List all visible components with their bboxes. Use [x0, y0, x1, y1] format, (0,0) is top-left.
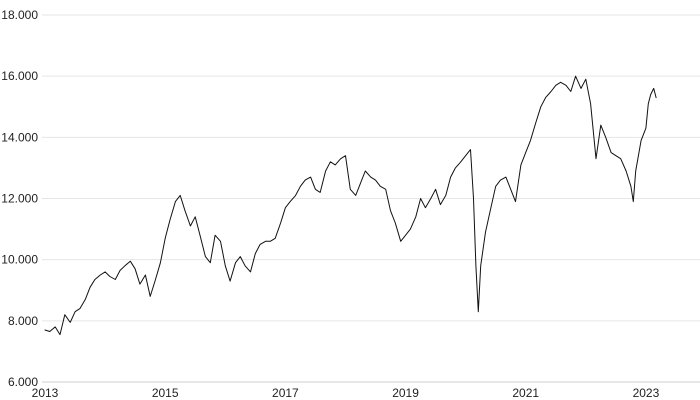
grid-lines	[42, 14, 700, 383]
y-tick-label: 8.000	[8, 314, 38, 328]
x-axis-tick-labels: 2013 2015 2017 2019 2021 2023	[32, 386, 660, 400]
y-tick-label: 18.000	[1, 8, 38, 22]
y-tick-label: 10.000	[1, 253, 38, 267]
series-line	[44, 75, 657, 336]
x-tick-label: 2013	[32, 386, 59, 400]
y-axis-tick-labels: 6.000 8.000 10.000 12.000 14.000 16.000 18.000	[1, 8, 38, 389]
x-tick-label: 2019	[392, 386, 419, 400]
x-tick-label: 2023	[633, 386, 660, 400]
y-tick-label: 12.000	[1, 192, 38, 206]
y-tick-label: 16.000	[1, 69, 38, 83]
y-tick-label: 14.000	[1, 130, 38, 144]
series-layer	[44, 75, 657, 336]
x-tick-label: 2021	[512, 386, 539, 400]
y-tick-label: 6.000	[8, 375, 38, 389]
x-tick-label: 2017	[272, 386, 299, 400]
x-tick-label: 2015	[152, 386, 179, 400]
